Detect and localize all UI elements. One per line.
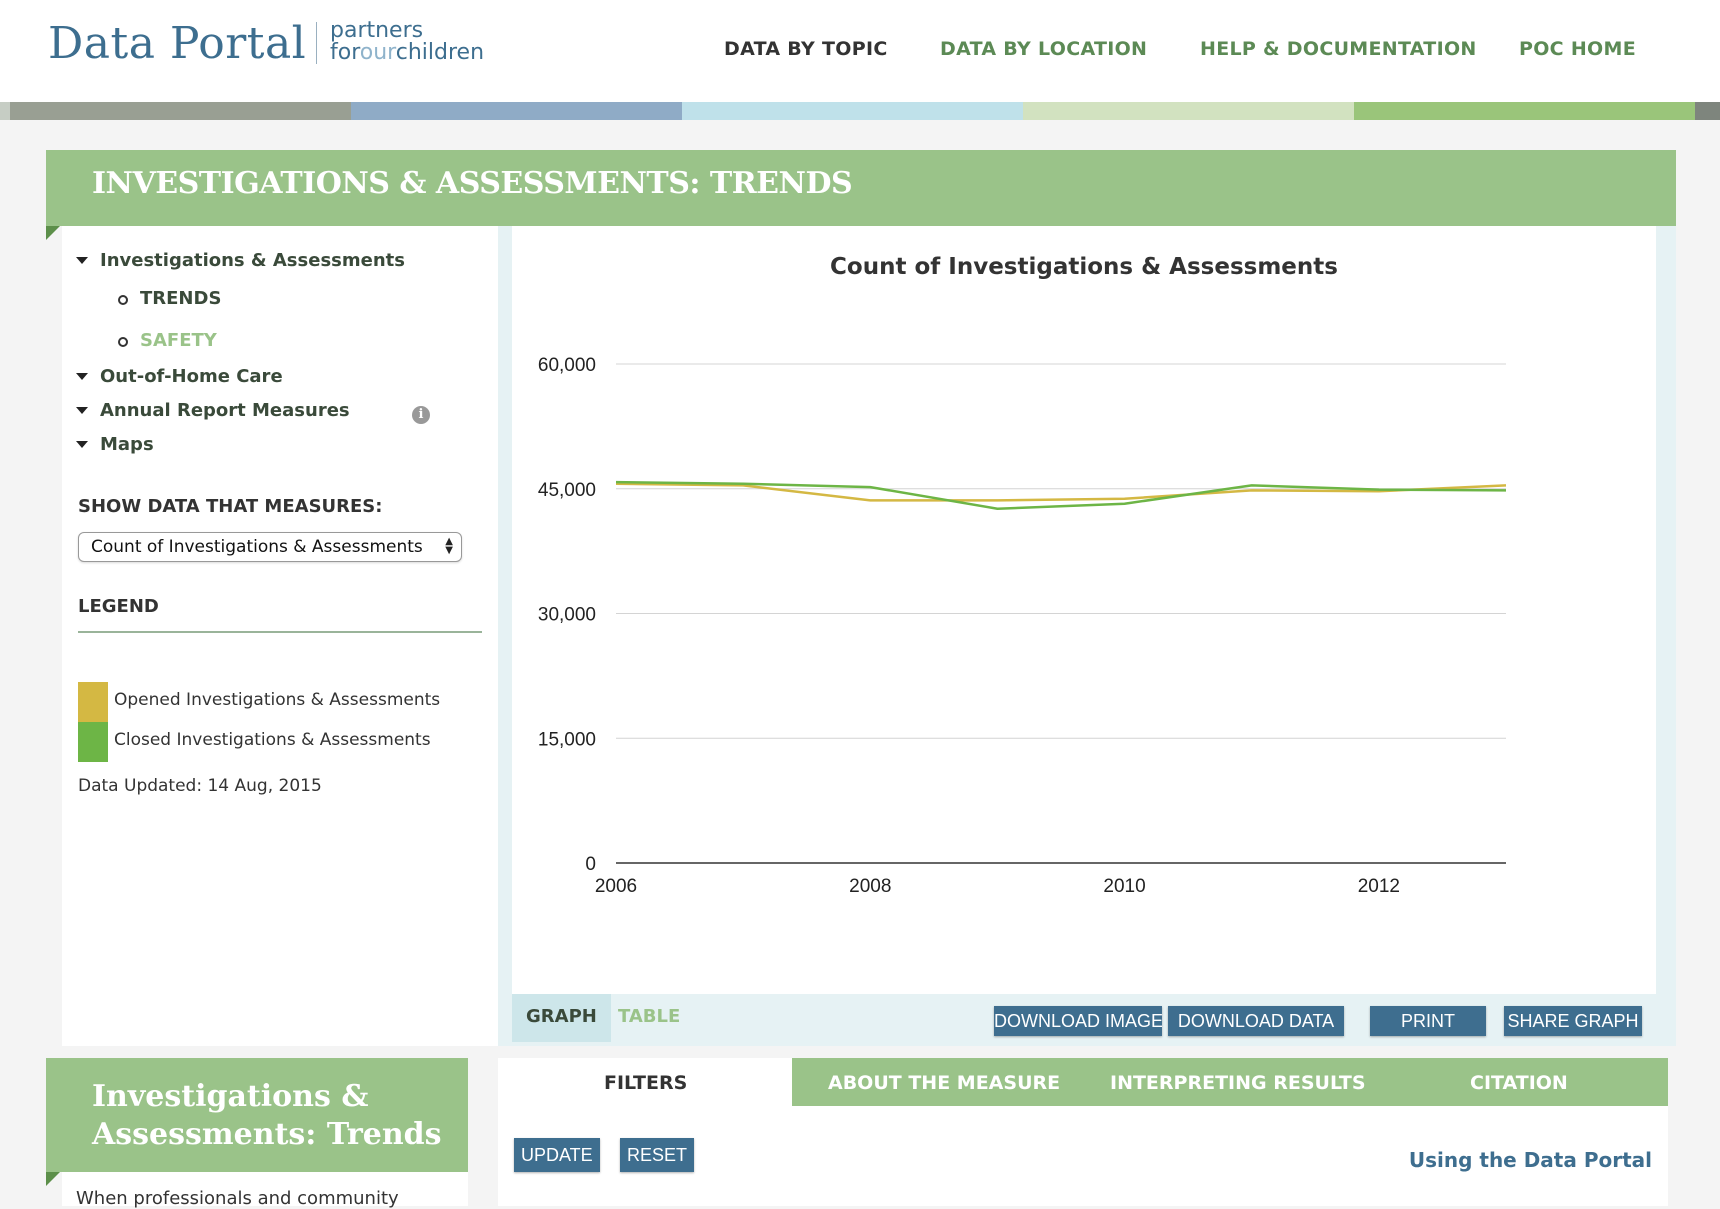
y-tick-label: 15,000 [538,729,596,750]
y-tick-label: 45,000 [538,480,596,501]
sidebar: Investigations & Assessments TRENDS SAFE… [62,226,498,1046]
info-icon[interactable]: i [412,406,430,424]
sidebar-item-maps[interactable]: Maps [76,434,154,455]
x-tick-label: 2008 [849,876,891,897]
tab-table[interactable]: TABLE [618,1006,681,1027]
bottom-title-line2: Assessments: Trends [92,1117,442,1152]
sidebar-subitem-trends[interactable]: TRENDS [118,288,221,309]
data-updated-text: Data Updated: 14 Aug, 2015 [78,776,322,796]
stripe-segment [351,102,682,120]
share-graph-button[interactable]: SHARE GRAPH [1504,1006,1642,1036]
caret-down-icon [76,441,88,448]
description-text: When professionals and community [76,1188,399,1209]
description-panel [62,1172,468,1206]
nav-help-documentation[interactable]: HELP & DOCUMENTATION [1200,38,1477,60]
info-tabs-panel: FILTERS ABOUT THE MEASURE INTERPRETING R… [498,1058,1668,1206]
bottom-title-line1: Investigations & [92,1079,369,1114]
site-header: Data Portal partners forourchildren DATA… [0,0,1720,102]
x-tick-label: 2010 [1103,876,1145,897]
download-image-button[interactable]: DOWNLOAD IMAGE [994,1006,1162,1036]
partners-logo-line1: partners [330,18,424,43]
y-tick-label: 30,000 [538,605,596,626]
nav-data-by-location[interactable]: DATA BY LOCATION [940,38,1148,60]
measure-label: SHOW DATA THAT MEASURES: [78,496,383,517]
series-line-closed[interactable] [615,480,1507,510]
stripe-segment [682,102,1023,120]
nav-poc-home[interactable]: POC HOME [1519,38,1636,60]
partners-logo-line2: forourchildren [330,40,485,65]
series-line-opened[interactable] [615,482,1507,502]
chart-panel: Count of Investigations & Assessments 0 1… [498,226,1676,1046]
caret-down-icon [76,373,88,380]
download-data-button[interactable]: DOWNLOAD DATA [1168,1006,1344,1036]
circle-bullet-icon [118,337,128,347]
sidebar-item-investigations[interactable]: Investigations & Assessments [76,250,405,271]
bottom-title-box: Investigations & Assessments: Trends [46,1058,468,1172]
caret-down-icon [76,407,88,414]
sidebar-item-annual-report[interactable]: Annual Report Measures [76,400,350,421]
title-fold-corner [46,226,60,240]
using-data-portal-link[interactable]: Using the Data Portal [1408,1148,1652,1172]
circle-bullet-icon [118,295,128,305]
stripe-segment [10,102,351,120]
page-title-bar: INVESTIGATIONS & ASSESSMENTS: TRENDS [46,150,1676,226]
stripe-segment [1023,102,1354,120]
tab-about-measure[interactable]: ABOUT THE MEASURE [828,1072,1061,1094]
legend-swatch-closed [78,722,108,762]
data-portal-logo[interactable]: Data Portal [48,18,307,69]
tab-graph[interactable]: GRAPH [512,994,611,1042]
print-button[interactable]: PRINT [1370,1006,1486,1036]
tab-filters[interactable]: FILTERS [604,1072,688,1094]
logo-divider [316,22,317,64]
tab-interpreting-results[interactable]: INTERPRETING RESULTS [1110,1072,1366,1094]
info-tabs-strip [792,1058,1668,1106]
x-tick-label: 2006 [595,876,637,897]
line-chart: 0 15,000 30,000 45,000 60,000 2006 2008 2010 20… [538,355,1507,897]
y-tick-label: 60,000 [538,355,596,376]
legend-label: LEGEND [78,596,159,617]
legend-swatch-opened [78,682,108,722]
x-tick-label: 2012 [1358,876,1400,897]
tab-citation[interactable]: CITATION [1470,1072,1568,1094]
sidebar-item-out-of-home-care[interactable]: Out-of-Home Care [76,366,283,387]
bottom-fold-corner [46,1172,60,1186]
caret-down-icon [76,257,88,264]
partners-logo[interactable]: partners forourchildren [330,20,484,64]
stripe-segment [1695,102,1720,120]
legend-label-opened: Opened Investigations & Assessments [114,690,441,710]
stripe-segment [1354,102,1695,120]
y-tick-label: 0 [585,854,596,875]
page-title: INVESTIGATIONS & ASSESSMENTS: TRENDS [92,166,853,201]
update-button[interactable]: UPDATE [514,1138,600,1172]
select-arrows-icon: ▲ ▼ [445,536,453,556]
legend-label-closed: Closed Investigations & Assessments [114,730,431,750]
chart-area: Count of Investigations & Assessments 0 1… [512,226,1656,994]
reset-button[interactable]: RESET [620,1138,695,1172]
chart-title: Count of Investigations & Assessments [830,254,1338,280]
stripe-segment [0,102,10,120]
sidebar-subitem-safety[interactable]: SAFETY [118,330,217,351]
measure-select[interactable]: Count of Investigations & Assessments ▲ ▼ [78,532,462,562]
nav-data-by-topic[interactable]: DATA BY TOPIC [724,38,888,60]
legend-divider [78,631,482,633]
